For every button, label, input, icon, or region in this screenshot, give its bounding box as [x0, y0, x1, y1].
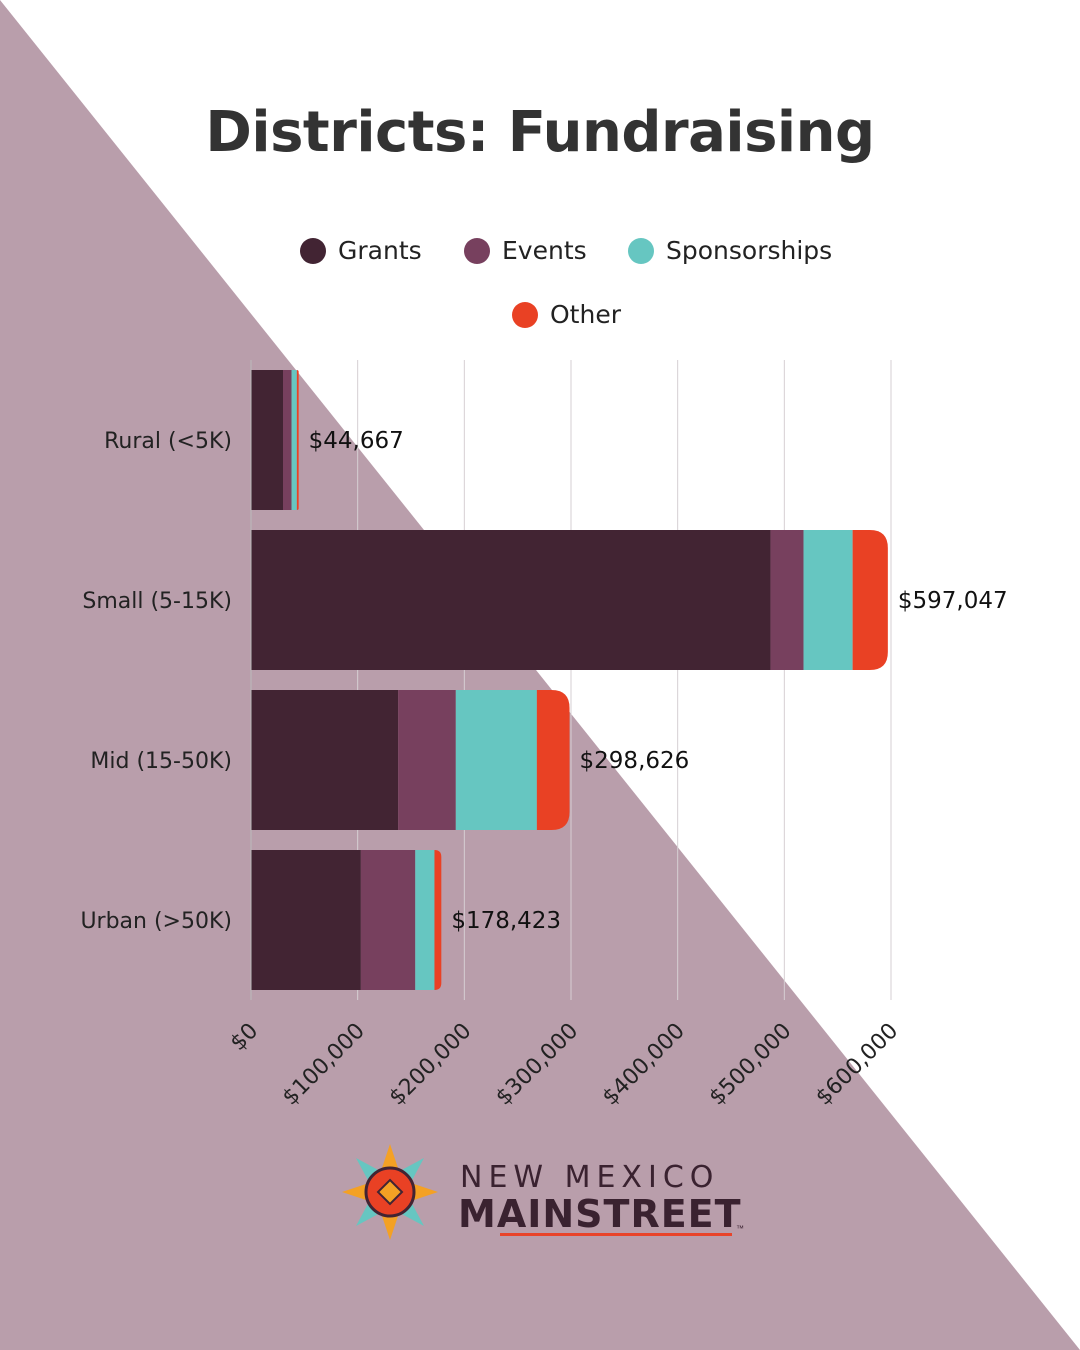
bar-segment-grants [251, 850, 361, 990]
bar-segment-events [398, 690, 456, 830]
legend-swatch-grants [300, 237, 326, 264]
chart-plot: $0 $100,000 $200,000 $300,000 $400,000 $500,0… [80, 360, 1008, 1111]
x-tick-label: $600,000 [811, 1019, 903, 1111]
total-value-label: $298,626 [580, 748, 690, 774]
bar-segment-events [283, 370, 292, 510]
chart-title: Districts: Fundraising [205, 100, 875, 165]
legend-label-other: Other [550, 300, 621, 329]
bar-segment-sponsorships [415, 850, 435, 990]
legend-swatch-events [464, 237, 490, 264]
legend-swatch-other [512, 301, 538, 328]
legend-swatch-sponsorships [628, 237, 654, 264]
bar-segment-events [360, 850, 416, 990]
x-tick-label: $300,000 [491, 1019, 583, 1111]
bar-segment-sponsorships [291, 370, 297, 510]
bar-segment-other [296, 370, 299, 510]
total-value-label: $597,047 [898, 588, 1008, 614]
x-tick-label: $100,000 [278, 1019, 370, 1111]
bar-segment-grants [251, 530, 771, 670]
legend-label-events: Events [502, 236, 587, 265]
x-tick-label: $400,000 [598, 1019, 690, 1111]
x-tick-label: $200,000 [385, 1019, 477, 1111]
legend-item-sponsorships: Sponsorships [628, 236, 832, 265]
bar-segment-other [536, 690, 570, 830]
legend-label-sponsorships: Sponsorships [666, 236, 833, 265]
legend-item-events: Events [464, 236, 587, 265]
bar-segment-events [770, 530, 804, 670]
sunburst-logo-icon [342, 1144, 438, 1240]
bar-segment-other [434, 850, 442, 990]
x-tick-label: $500,000 [705, 1019, 797, 1111]
bar-segment-grants [251, 370, 283, 510]
bar-segment-sponsorships [455, 690, 537, 830]
total-value-label: $44,667 [309, 428, 404, 454]
x-tick-label: $0 [226, 1019, 263, 1056]
new-mexico-mainstreet-logo: NEW MEXICO MAINSTREET ™ [340, 1140, 760, 1250]
category-label: Rural (<5K) [104, 429, 232, 454]
category-label: Urban (>50K) [80, 909, 232, 934]
logo-underline [500, 1233, 732, 1236]
logo-text-new-mexico: NEW MEXICO [460, 1160, 720, 1195]
total-value-label: $178,423 [451, 908, 561, 934]
logo-text-mainstreet: MAINSTREET [458, 1192, 742, 1236]
bar-segment-grants [251, 690, 399, 830]
bar-segment-other [852, 530, 888, 670]
category-label: Small (5-15K) [82, 589, 232, 614]
legend-item-other: Other [512, 300, 621, 329]
legend-label-grants: Grants [338, 236, 422, 265]
category-label: Mid (15-50K) [90, 749, 232, 774]
legend-item-grants: Grants [300, 236, 422, 265]
bar-segment-sponsorships [803, 530, 853, 670]
logo-trademark: ™ [736, 1224, 744, 1233]
